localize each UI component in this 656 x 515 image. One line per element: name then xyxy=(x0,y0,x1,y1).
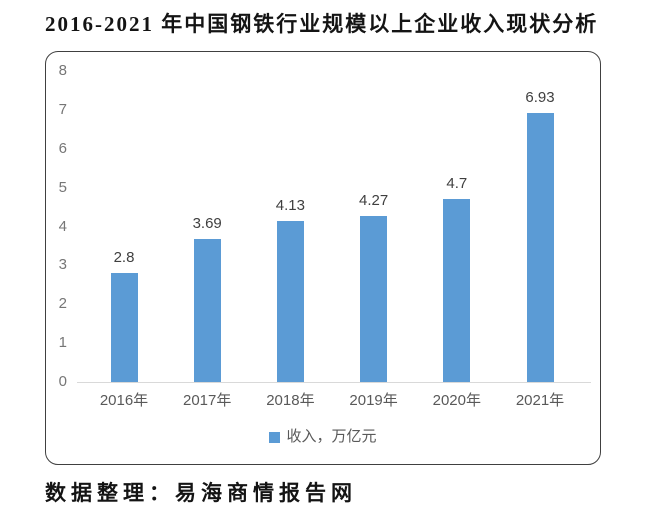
plot-area: 0 1 2 3 4 5 6 7 8 2.8 2016年 3.69 2017年 4.13 2018年 4.27 2… xyxy=(46,52,600,464)
bar-value-label: 3.69 xyxy=(192,214,222,232)
y-tick-label: 4 xyxy=(58,217,67,235)
bar xyxy=(443,199,471,382)
y-tick-label: 8 xyxy=(58,62,67,79)
legend-swatch-icon xyxy=(269,431,281,443)
bar xyxy=(526,112,554,382)
x-axis-line xyxy=(77,382,591,383)
y-tick-label: 0 xyxy=(58,373,67,390)
bar-value-label: 6.93 xyxy=(525,88,555,106)
x-tick-label: 2018年 xyxy=(266,392,315,409)
x-tick-label: 2020年 xyxy=(432,392,481,409)
x-tick-label: 2016年 xyxy=(99,392,149,409)
legend: 收入，万亿元 xyxy=(46,428,600,446)
y-tick-label: 5 xyxy=(58,178,67,196)
legend-label: 收入，万亿元 xyxy=(286,428,377,445)
x-tick-label: 2019年 xyxy=(349,392,398,409)
y-tick-label: 2 xyxy=(58,295,67,313)
bar xyxy=(276,221,304,382)
bar xyxy=(110,273,138,382)
bar-value-label: 4.7 xyxy=(446,175,468,193)
bar xyxy=(360,216,388,382)
y-tick-label: 3 xyxy=(58,256,67,274)
bar-value-label: 2.8 xyxy=(113,249,135,267)
bar xyxy=(193,238,221,382)
x-tick-label: 2021年 xyxy=(515,392,565,409)
y-tick-label: 6 xyxy=(58,139,67,157)
y-tick-label: 1 xyxy=(58,334,67,352)
x-tick-label: 2017年 xyxy=(183,392,232,409)
y-tick-label: 7 xyxy=(58,100,67,118)
page-title: 2016-2021 年中国钢铁行业规模以上企业收入现状分析 xyxy=(45,12,599,36)
bar-value-label: 4.13 xyxy=(275,197,305,215)
chart-frame: 0 1 2 3 4 5 6 7 8 2.8 2016年 3.69 2017年 4.13 2018年 4.27 2… xyxy=(45,51,601,465)
bar-value-label: 4.27 xyxy=(358,192,389,209)
data-source: 数据整理：易海商情报告网 xyxy=(45,481,357,505)
